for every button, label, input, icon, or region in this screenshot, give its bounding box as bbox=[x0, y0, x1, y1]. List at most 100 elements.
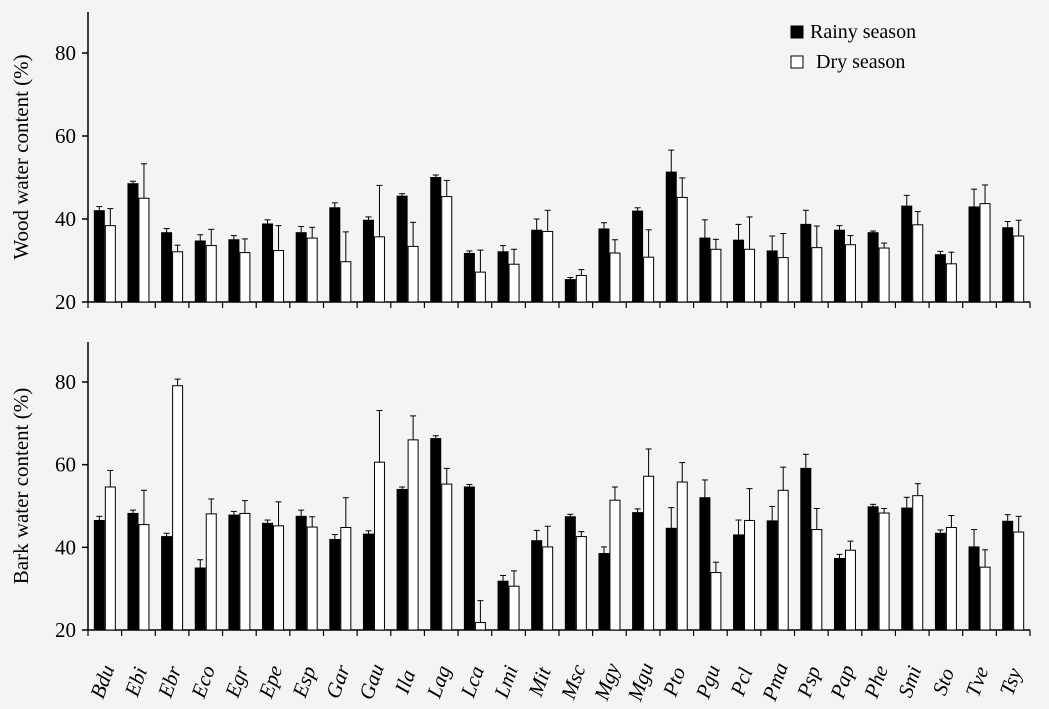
dry-season-legend-label: Dry season bbox=[816, 51, 905, 73]
wood-rainy-bar bbox=[733, 239, 745, 303]
wood-dry-bar bbox=[407, 245, 419, 303]
wood-dry-bar bbox=[676, 196, 688, 303]
bark-rainy-bar bbox=[93, 519, 105, 631]
wood-rainy-bar bbox=[833, 229, 845, 303]
species-label: Pcl bbox=[725, 664, 758, 700]
bark-dry-bar bbox=[878, 512, 890, 631]
wood-y-axis-title: Wood water content (%) bbox=[9, 54, 33, 259]
bark-rainy-bar bbox=[396, 488, 408, 631]
wood-y-tick-label: 40 bbox=[55, 207, 76, 231]
bark-rainy-bar bbox=[632, 512, 644, 631]
wood-rainy-bar bbox=[665, 171, 677, 303]
bark-dry-bar bbox=[777, 489, 789, 631]
bark-rainy-bar bbox=[833, 557, 845, 631]
bark-dry-bar bbox=[979, 566, 991, 631]
species-label: Eco bbox=[186, 662, 220, 702]
bark-rainy-bar bbox=[1002, 520, 1014, 631]
species-label: Psp bbox=[792, 663, 826, 702]
wood-y-tick-label: 80 bbox=[55, 41, 76, 65]
species-label: Mit bbox=[523, 663, 556, 701]
bark-rainy-bar bbox=[161, 536, 173, 631]
wood-rainy-bar bbox=[699, 237, 711, 303]
bark-dry-bar bbox=[844, 549, 856, 631]
bark-dry-bar bbox=[811, 529, 823, 631]
wood-rainy-bar bbox=[362, 219, 374, 303]
species-label: Bdu bbox=[85, 662, 119, 702]
species-label: Esp bbox=[287, 663, 321, 702]
bark-rainy-bar bbox=[598, 553, 610, 631]
wood-rainy-bar bbox=[497, 251, 509, 303]
wood-dry-bar bbox=[878, 247, 890, 303]
wood-dry-bar bbox=[912, 224, 924, 303]
wood-dry-bar bbox=[777, 257, 789, 303]
bark-rainy-bar bbox=[665, 527, 677, 631]
bark-dry-bar bbox=[575, 536, 587, 631]
bark-dry-bar bbox=[340, 526, 352, 631]
wood-rainy-bar bbox=[968, 206, 980, 303]
wood-y-tick-label: 60 bbox=[55, 124, 76, 148]
wood-rainy-bar bbox=[632, 210, 644, 303]
bark-rainy-bar bbox=[194, 567, 206, 631]
species-label: Tsy bbox=[995, 664, 1027, 698]
wood-dry-bar bbox=[844, 244, 856, 303]
bark-dry-bar bbox=[239, 512, 251, 631]
wood-rainy-bar bbox=[396, 195, 408, 303]
wood-dry-bar bbox=[744, 248, 756, 303]
species-label: Epe bbox=[253, 662, 287, 702]
bark-y-tick-label: 40 bbox=[55, 535, 76, 559]
wood-dry-bar bbox=[1013, 235, 1025, 303]
wood-dry-bar bbox=[239, 252, 251, 303]
species-label: Lca bbox=[455, 663, 489, 702]
bark-rainy-bar bbox=[968, 546, 980, 631]
bark-rainy-bar bbox=[867, 506, 879, 631]
wood-dry-bar bbox=[273, 250, 285, 303]
bark-dry-bar bbox=[306, 526, 318, 631]
wood-dry-bar bbox=[542, 230, 554, 303]
species-label: Tve bbox=[960, 663, 993, 700]
bark-dry-bar bbox=[912, 495, 924, 631]
bark-rainy-bar bbox=[699, 497, 711, 631]
species-label: Pto bbox=[658, 664, 691, 701]
bark-dry-bar bbox=[508, 585, 520, 631]
species-axis-labels: Bdu Ebi Ebr Eco Egr Epe Esp Gar Gau Ila Lag Lca Lmi M… bbox=[85, 659, 1027, 704]
wood-rainy-bar bbox=[463, 252, 475, 303]
bark-rainy-bar bbox=[766, 520, 778, 631]
wood-rainy-bar bbox=[228, 239, 240, 303]
bark-dry-bar bbox=[138, 524, 150, 631]
bark-dry-bar bbox=[945, 526, 957, 631]
bark-dry-bar bbox=[710, 572, 722, 631]
wood-dry-bar bbox=[138, 197, 150, 303]
wood-dry-bar bbox=[508, 263, 520, 303]
bark-dry-bar bbox=[643, 475, 655, 631]
bark-dry-bar bbox=[104, 486, 116, 631]
bark-rainy-bar bbox=[262, 522, 274, 631]
wood-rainy-bar bbox=[564, 279, 576, 303]
bark-dry-bar bbox=[407, 439, 419, 631]
species-label: Egr bbox=[220, 662, 254, 702]
bark-y-tick-label: 60 bbox=[55, 453, 76, 477]
species-label: Ila bbox=[389, 667, 420, 698]
wood-dry-bar bbox=[575, 274, 587, 303]
wood-rainy-bar bbox=[329, 207, 341, 303]
bark-rainy-bar bbox=[295, 515, 307, 631]
wood-rainy-bar bbox=[295, 232, 307, 303]
legend: Rainy season Dry season bbox=[790, 21, 916, 73]
bark-y-tick-label: 80 bbox=[55, 370, 76, 394]
wood-rainy-bar bbox=[598, 228, 610, 303]
species-label: Msc bbox=[556, 660, 591, 703]
bark-rainy-bar bbox=[564, 516, 576, 631]
bark-rainy-bar bbox=[733, 534, 745, 631]
bark-rainy-bar bbox=[362, 533, 374, 631]
bark-rainy-bar bbox=[497, 580, 509, 631]
species-label: Sto bbox=[927, 665, 959, 698]
wood-water-content-panel: 20 40 60 80 Wood water content (%) bbox=[9, 12, 1031, 314]
wood-dry-bar bbox=[373, 236, 385, 303]
wood-dry-bar bbox=[205, 245, 217, 303]
species-label: Phe bbox=[859, 662, 893, 702]
wood-rainy-bar bbox=[127, 183, 139, 303]
species-label: Pgu bbox=[690, 662, 724, 703]
species-label: Lag bbox=[421, 662, 455, 702]
species-label: Gar bbox=[321, 661, 355, 702]
wood-dry-bar bbox=[979, 203, 991, 303]
bark-rainy-bar bbox=[127, 512, 139, 631]
